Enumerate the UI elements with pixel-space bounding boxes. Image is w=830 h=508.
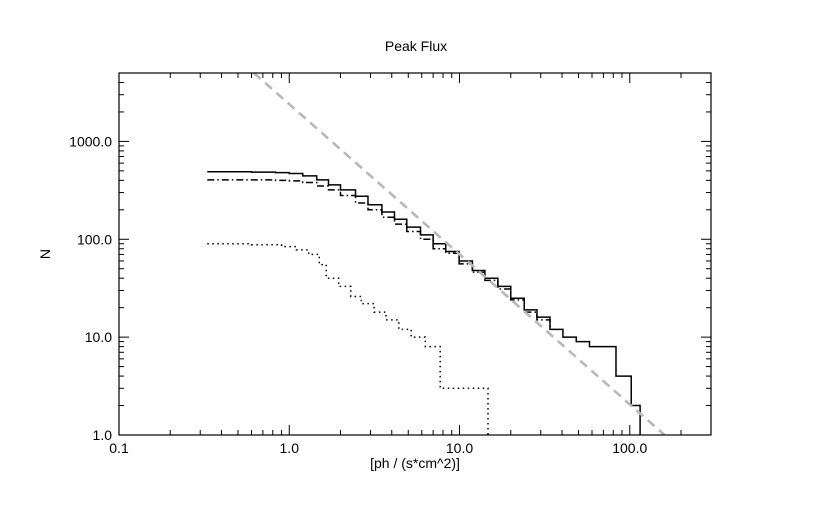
series-line-all: [207, 170, 641, 435]
y-tick-label: 1.0: [93, 427, 113, 443]
series-line-dotted-subset: [207, 243, 489, 435]
y-tick-label: 1000.0: [69, 133, 112, 149]
x-tick-label: 0.1: [109, 440, 129, 456]
plot-frame: [118, 72, 712, 436]
chart-title: Peak Flux: [385, 38, 447, 54]
y-tick-label: 10.0: [85, 329, 112, 345]
x-axis-label: [ph / (s*cm^2)]: [370, 455, 460, 471]
series-line-dash-dot-subset: [207, 179, 551, 330]
series-line-power-law-reference: [253, 73, 666, 435]
y-tick-label: 100.0: [77, 231, 112, 247]
x-tick-label: 100.0: [612, 440, 647, 456]
y-axis-label: N: [37, 249, 53, 259]
x-tick-label: 10.0: [446, 440, 473, 456]
x-tick-label: 1.0: [280, 440, 300, 456]
plot-area: [207, 73, 666, 435]
